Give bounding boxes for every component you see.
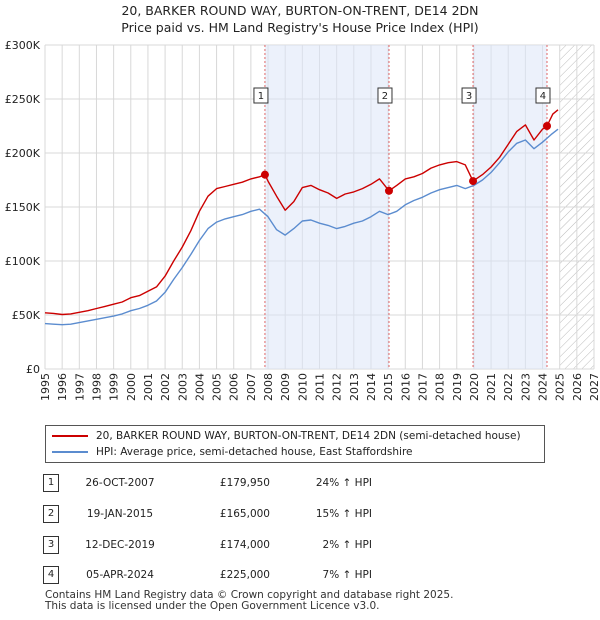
chart-title-block: 20, BARKER ROUND WAY, BURTON-ON-TRENT, D…	[0, 2, 600, 36]
x-tick-label: 2001	[142, 373, 155, 401]
sale-date: 05-APR-2024	[86, 569, 154, 581]
table-row: 4 05-APR-2024 £225,000 7% ↑ HPI	[0, 566, 600, 584]
x-tick-label: 2015	[382, 373, 395, 401]
x-tick-label: 2004	[193, 373, 206, 401]
sale-hpi-change: 24% ↑ HPI	[315, 477, 372, 489]
x-tick-label: 2019	[451, 373, 464, 401]
x-tick-label: 2025	[554, 373, 567, 401]
table-row: 3 12-DEC-2019 £174,000 2% ↑ HPI	[0, 536, 600, 554]
sale-markers: 1 2 3 4	[253, 87, 551, 104]
sale-hpi-change: 7% ↑ HPI	[322, 569, 372, 581]
y-tick-label: £200K	[5, 147, 41, 160]
x-tick-label: 2005	[211, 373, 224, 401]
x-tick-label: 2007	[245, 373, 258, 401]
hpi-line	[44, 128, 559, 326]
chart-subtitle: Price paid vs. HM Land Registry's House …	[121, 20, 479, 35]
sale-number-badge: 1	[43, 474, 59, 492]
sale-hpi-change: 2% ↑ HPI	[322, 539, 372, 551]
sale-number-badge: 4	[43, 566, 59, 584]
y-tick-label: £150K	[5, 201, 41, 214]
price-chart: 1 2 3 4 £0 £50K £100K £150K £200K £250K £300K 199…	[5, 39, 600, 401]
x-tick-label: 1996	[56, 373, 69, 401]
ownership-period-1	[264, 45, 389, 369]
x-tick-label: 2011	[314, 373, 327, 401]
footer-line-1: Contains HM Land Registry data © Crown c…	[45, 589, 454, 601]
legend-swatch-hpi	[52, 451, 88, 453]
sale-marker-label: 2	[382, 91, 388, 102]
x-tick-label: 2013	[348, 373, 361, 401]
x-tick-label: 2003	[176, 373, 189, 401]
footer-attribution: Contains HM Land Registry data © Crown c…	[45, 590, 453, 612]
x-tick-label: 2020	[468, 373, 481, 401]
sale-price: £174,000	[219, 539, 270, 551]
ownership-shading	[264, 45, 547, 369]
sale-price: £225,000	[219, 569, 270, 581]
x-tick-label: 2026	[571, 373, 584, 401]
x-tick-label: 2000	[125, 373, 138, 401]
sale-marker-label: 4	[540, 91, 546, 102]
legend-label-property: 20, BARKER ROUND WAY, BURTON-ON-TRENT, D…	[96, 430, 521, 442]
sale-marker-box	[253, 87, 269, 104]
sale-marker-label: 3	[466, 91, 472, 102]
chart-legend: 20, BARKER ROUND WAY, BURTON-ON-TRENT, D…	[45, 425, 545, 463]
sale-number-badge: 2	[43, 505, 59, 523]
sale-point	[469, 177, 478, 186]
sale-date: 19-JAN-2015	[86, 508, 154, 520]
sale-point	[384, 186, 393, 195]
x-tick-label: 2016	[399, 373, 412, 401]
sale-marker-box	[535, 87, 551, 104]
sale-point	[542, 122, 551, 130]
x-tick-label: 2017	[416, 373, 429, 401]
sale-number-badge: 3	[43, 536, 59, 554]
property-price-line	[44, 109, 559, 316]
x-tick-label: 2021	[485, 373, 498, 401]
x-tick-label: 2014	[365, 373, 378, 401]
sale-price: £165,000	[219, 508, 270, 520]
table-row: 1 26-OCT-2007 £179,950 24% ↑ HPI	[0, 474, 600, 492]
legend-item-hpi: HPI: Average price, semi-detached house,…	[52, 444, 413, 460]
chart-title: 20, BARKER ROUND WAY, BURTON-ON-TRENT, D…	[121, 3, 479, 18]
x-tick-label: 2009	[279, 373, 292, 401]
x-tick-label: 2022	[502, 373, 515, 401]
y-tick-label: £300K	[5, 39, 41, 52]
x-axis-ticks: 1995 1996 1997 1998 1999 2000 2001 2002 2003 2004…	[39, 373, 600, 401]
x-tick-label: 2027	[588, 373, 600, 401]
legend-label-hpi: HPI: Average price, semi-detached house,…	[96, 446, 413, 458]
sale-date: 26-OCT-2007	[85, 477, 155, 489]
x-tick-label: 1998	[90, 373, 103, 401]
x-tick-label: 2018	[434, 373, 447, 401]
x-tick-label: 2023	[519, 373, 532, 401]
sale-points	[260, 122, 551, 195]
y-axis-ticks: £0 £50K £100K £150K £200K £250K £300K	[5, 39, 41, 376]
sale-marker-box	[377, 87, 393, 104]
sale-point	[260, 170, 269, 179]
y-tick-label: £50K	[12, 309, 41, 322]
x-tick-label: 2010	[296, 373, 309, 401]
y-tick-label: £250K	[5, 93, 41, 106]
table-row: 2 19-JAN-2015 £165,000 15% ↑ HPI	[0, 505, 600, 523]
legend-swatch-property	[52, 435, 88, 437]
y-tick-label: £100K	[5, 255, 41, 268]
series-lines	[44, 109, 559, 326]
x-tick-label: 2012	[331, 373, 344, 401]
sale-hpi-change: 15% ↑ HPI	[315, 508, 372, 520]
x-tick-label: 1997	[73, 373, 86, 401]
sale-price: £179,950	[219, 477, 270, 489]
sale-marker-label: 1	[258, 91, 264, 102]
ownership-period-2	[473, 45, 547, 369]
x-tick-label: 2008	[262, 373, 275, 401]
x-tick-label: 2002	[159, 373, 172, 401]
x-tick-label: 1999	[108, 373, 121, 401]
x-tick-label: 2024	[537, 373, 550, 401]
y-tick-label: £0	[26, 363, 40, 376]
x-tick-label: 2006	[228, 373, 241, 401]
sale-date: 12-DEC-2019	[85, 539, 155, 551]
x-tick-label: 1995	[39, 373, 52, 401]
footer-line-2: This data is licensed under the Open Gov…	[45, 600, 380, 612]
sale-marker-box	[461, 87, 477, 104]
legend-item-property: 20, BARKER ROUND WAY, BURTON-ON-TRENT, D…	[52, 428, 521, 444]
